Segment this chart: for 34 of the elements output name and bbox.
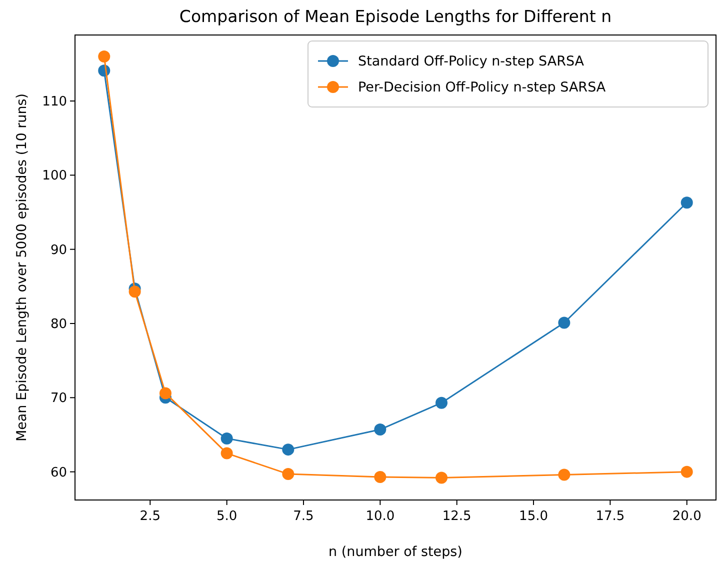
point bbox=[220, 432, 233, 444]
point bbox=[159, 387, 172, 400]
chart-title: Comparison of Mean Episode Lengths for Different n bbox=[179, 7, 612, 26]
x-tick-label: 15.0 bbox=[519, 509, 548, 524]
y-tick-label: 110 bbox=[42, 94, 67, 110]
point bbox=[128, 286, 141, 298]
point bbox=[680, 196, 693, 209]
x-tick-label: 10.0 bbox=[366, 509, 395, 524]
x-tick-label: 12.5 bbox=[442, 509, 472, 524]
point bbox=[436, 472, 448, 484]
y-tick-label: 60 bbox=[50, 465, 67, 480]
legend-label: Standard Off-Policy n-step SARSA bbox=[358, 54, 585, 70]
point bbox=[436, 396, 448, 409]
legend-label: Per-Decision Off-Policy n-step SARSA bbox=[358, 80, 606, 96]
point bbox=[282, 444, 294, 456]
x-tick-label: 17.5 bbox=[596, 509, 625, 524]
point bbox=[558, 316, 570, 329]
point bbox=[282, 468, 294, 480]
point bbox=[558, 468, 570, 481]
point bbox=[374, 424, 386, 436]
x-tick-label: 2.5 bbox=[140, 509, 160, 524]
x-tick-label: 7.5 bbox=[293, 509, 314, 524]
point bbox=[680, 466, 693, 478]
y-axis-title: Mean Episode Length over 5000 episodes (10 runs) bbox=[14, 93, 30, 442]
point bbox=[374, 471, 386, 484]
y-tick-label: 90 bbox=[50, 242, 67, 258]
y-tick-label: 80 bbox=[50, 317, 67, 332]
y-tick-label: 100 bbox=[42, 168, 67, 184]
x-axis-title: n (number of steps) bbox=[328, 544, 462, 560]
y-tick-label: 70 bbox=[50, 391, 67, 406]
x-tick-label: 20.0 bbox=[672, 509, 702, 524]
x-tick-label: 5.0 bbox=[216, 509, 238, 524]
point bbox=[220, 447, 233, 460]
point bbox=[98, 50, 110, 63]
